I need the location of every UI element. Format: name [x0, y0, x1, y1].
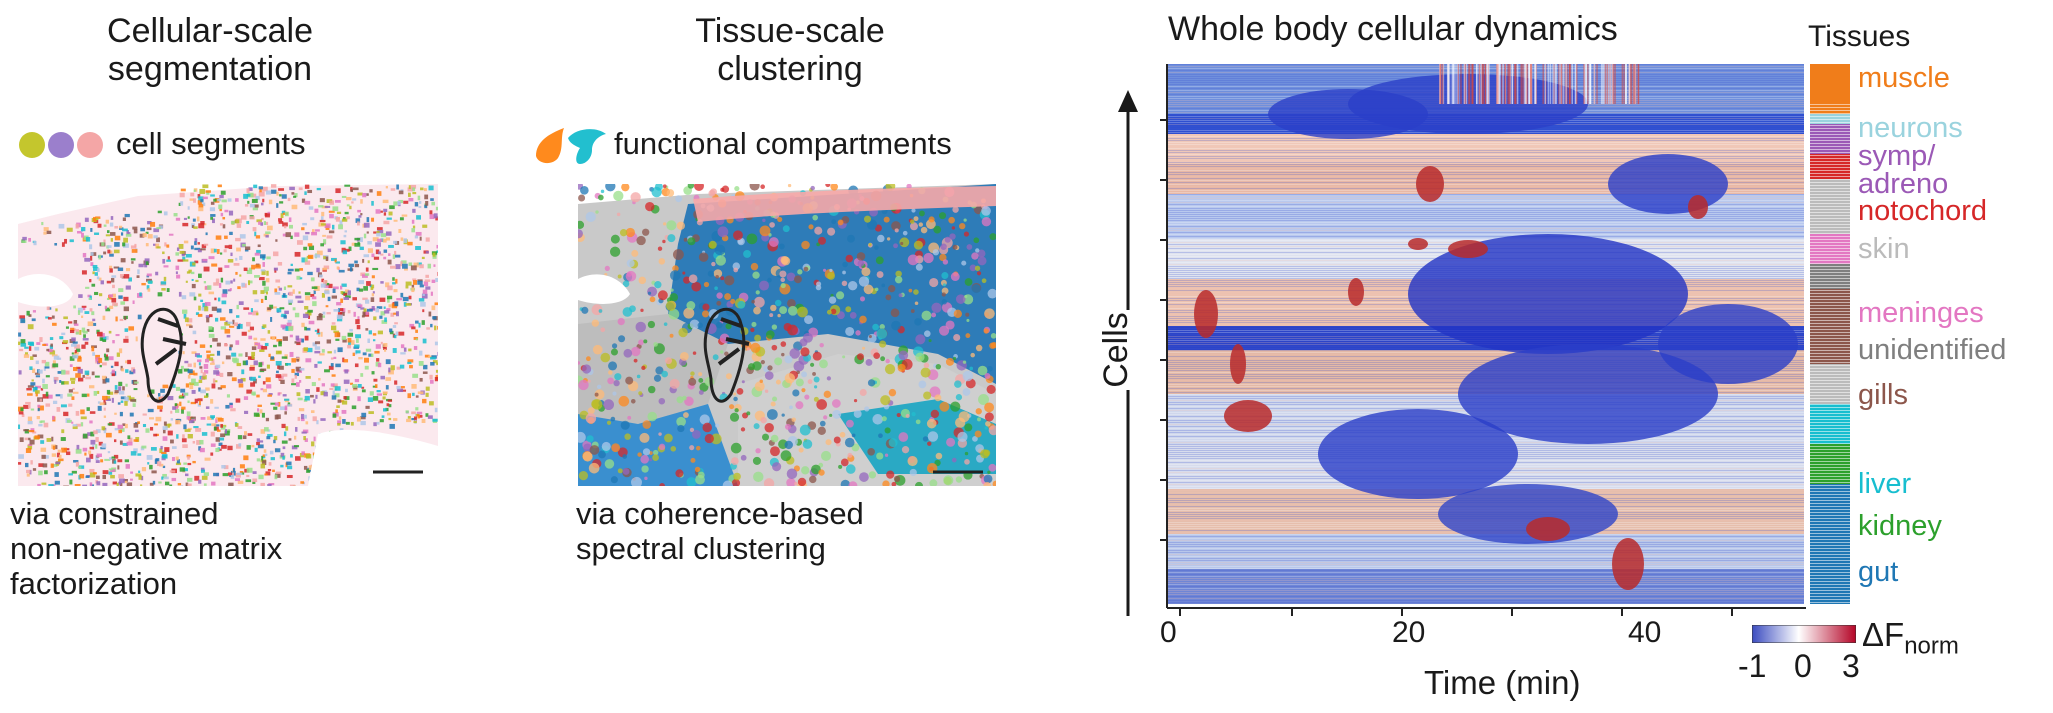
panel-a-caption-line3: factorization [10, 566, 178, 601]
colorbar-tick-mid: 0 [1794, 648, 1812, 684]
panel-b-caption: via coherence-based spectral clustering [576, 496, 864, 566]
panel-b-title: Tissue-scale clustering [620, 12, 960, 88]
tissue-label-gills: gills [1858, 379, 1908, 411]
clustering-map [573, 180, 1000, 491]
tissue-label-meninges: meninges [1858, 297, 1984, 329]
tissue-annotation-bar [1810, 64, 1850, 604]
tissue-label-skin: skin [1858, 233, 1910, 265]
compartment-shapes-icon [536, 128, 606, 164]
colorbar-gradient [1751, 624, 1857, 644]
compartments-label: functional compartments [614, 126, 952, 161]
panel-b-caption-line2: spectral clustering [576, 531, 826, 566]
clustering-image [573, 180, 1000, 491]
colorbar-tick-min: -1 [1738, 648, 1767, 684]
panel-a-caption: via constrained non-negative matrix fact… [10, 496, 282, 601]
colorbar-label-main: ΔF [1862, 616, 1905, 653]
tissue-label-unidentified: unidentified [1858, 334, 2007, 366]
cell-segments-label: cell segments [116, 126, 306, 161]
colorbar [1751, 624, 1857, 644]
panel-b-title-line1: Tissue-scale [695, 12, 885, 50]
x-axis-label: Time (min) [1424, 664, 1581, 701]
panel-a-title-line2: segmentation [107, 50, 313, 88]
colorbar-tick-max: 3 [1842, 648, 1860, 684]
panel-a-caption-line1: via constrained [10, 496, 219, 531]
tissue-label-notochord: notochord [1858, 195, 1987, 227]
x-tick-0: 0 [1160, 616, 1177, 649]
panel-a-title: Cellular-scale segmentation [40, 12, 380, 88]
heatmap-canvas [1168, 64, 1804, 604]
cell-segments-legend [18, 128, 108, 167]
panel-b-title-line2: clustering [717, 50, 863, 88]
segmentation-map [18, 184, 442, 491]
tissue-label-muscle: muscle [1858, 62, 1950, 94]
dynamics-heatmap [1168, 64, 1804, 604]
segmentation-image [18, 184, 442, 491]
tissue-label-kidney: kidney [1858, 510, 1942, 542]
tissues-header: Tissues [1808, 20, 1911, 53]
panel-a-caption-line2: non-negative matrix [10, 531, 283, 566]
tissue-label-symp: symp/ [1858, 140, 1936, 172]
tissue-label-gut: gut [1858, 556, 1899, 588]
tissue-label-adreno: adreno [1858, 168, 1949, 200]
x-tick-40: 40 [1628, 616, 1662, 649]
colorbar-label-sub: norm [1904, 632, 1959, 660]
panel-a-title-line1: Cellular-scale [107, 12, 313, 50]
tissue-strip [1810, 64, 1850, 604]
cells-axis-label: Cells [1097, 310, 1147, 390]
heatmap-axes [1160, 64, 1806, 616]
panel-c-title: Whole body cellular dynamics [1168, 10, 1618, 48]
tissue-label-liver: liver [1858, 468, 1912, 500]
compartments-legend [534, 124, 614, 171]
panel-b-caption-line1: via coherence-based [576, 496, 864, 531]
colorbar-label: ΔFnorm [1862, 616, 1959, 661]
cell-segment-dots [19, 132, 103, 158]
x-tick-20: 20 [1392, 616, 1426, 649]
tissue-label-neurons: neurons [1858, 112, 1963, 144]
